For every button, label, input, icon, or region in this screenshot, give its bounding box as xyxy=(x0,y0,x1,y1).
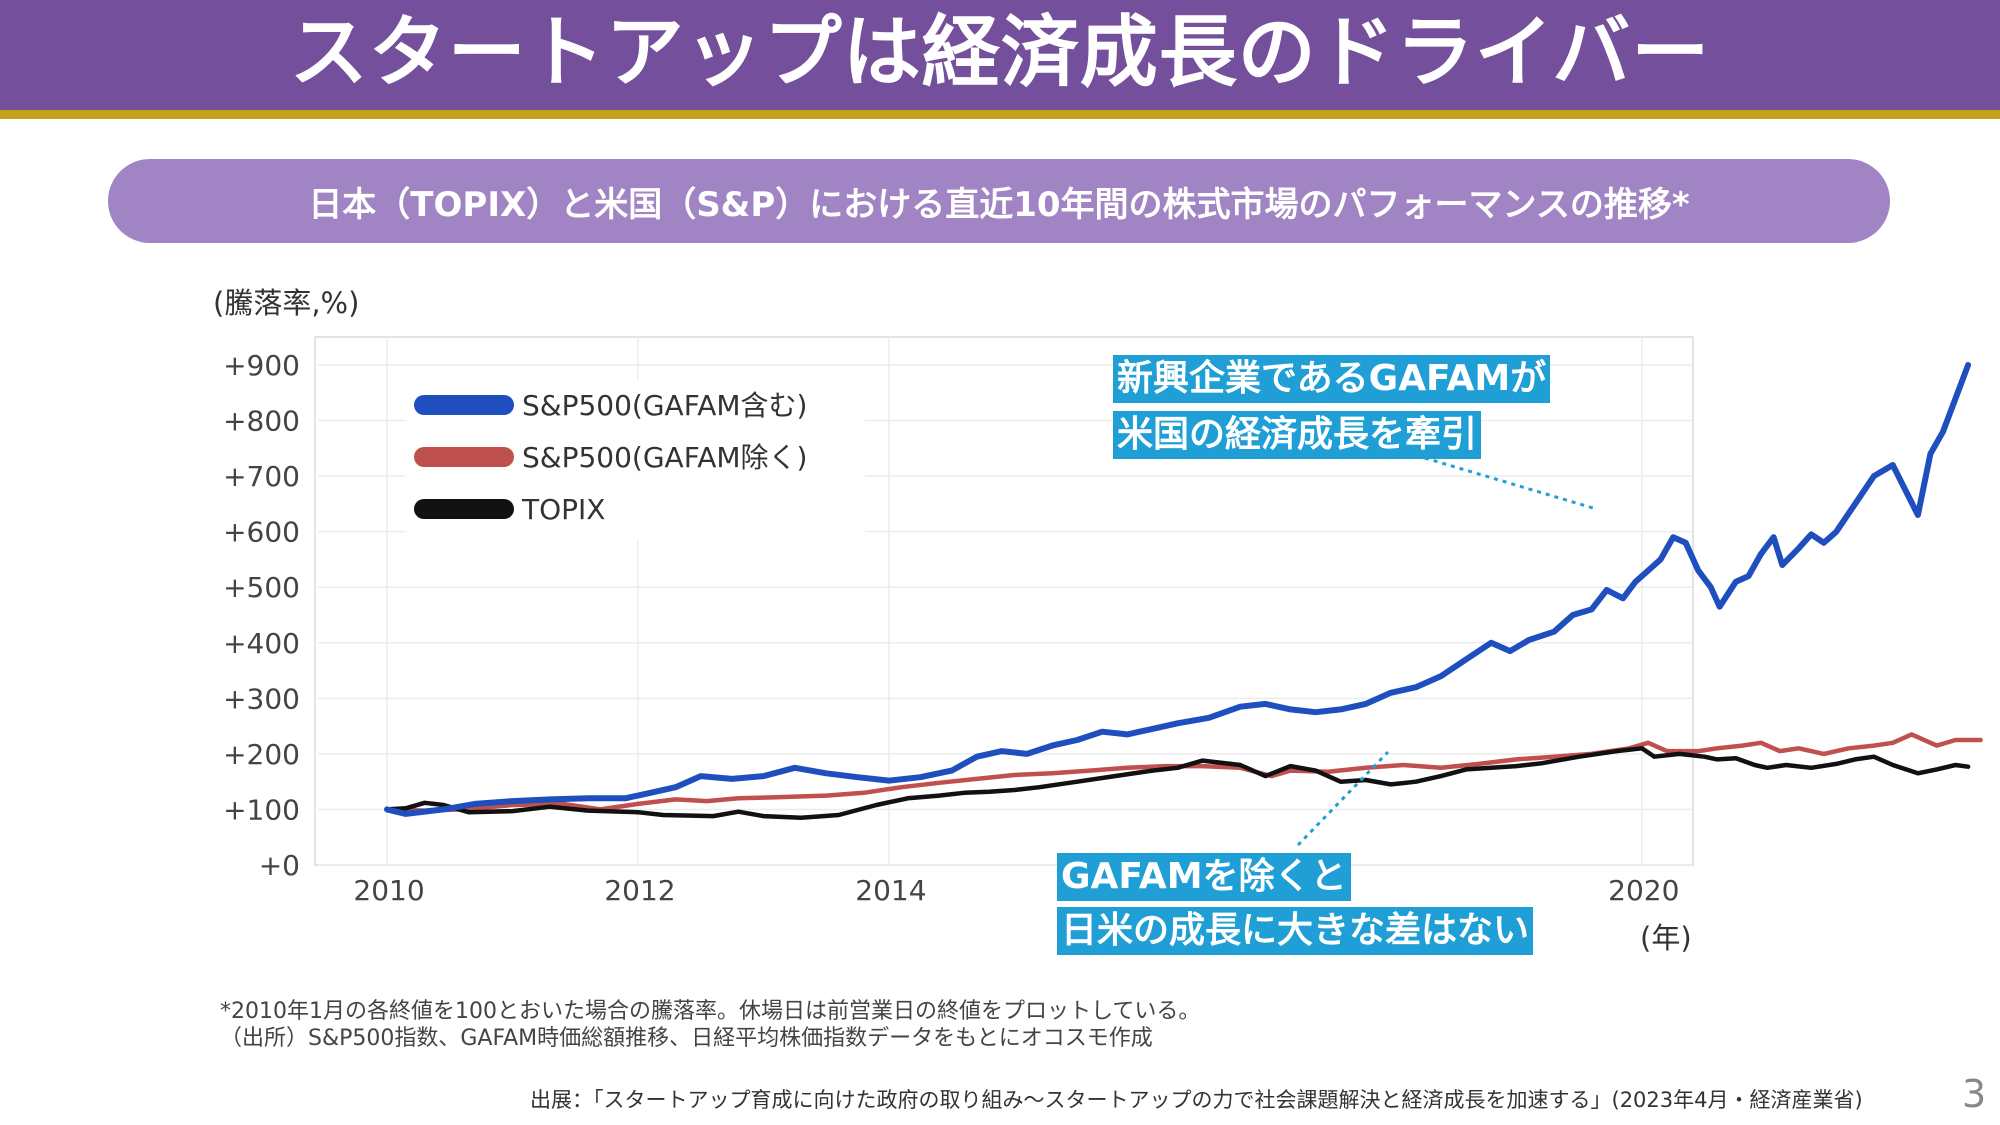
series-line-0 xyxy=(384,362,1972,817)
legend-label-0: S&P500(GAFAM含む) xyxy=(522,389,807,422)
y-axis-unit-label: (騰落率,%) xyxy=(213,286,360,320)
y-tick-label: +200 xyxy=(223,738,300,771)
x-tick-label: 2010 xyxy=(353,874,424,907)
callout-connector-gafam xyxy=(1424,456,1594,510)
y-tick-label: +100 xyxy=(223,793,300,826)
callout-excl-line2: 日米の成長に大きな差はない xyxy=(1057,907,1534,955)
footnote-2: （出所）S&P500指数、GAFAM時価総額推移、日経平均株価指数データをもとに… xyxy=(220,1026,1153,1051)
legend-label-2: TOPIX xyxy=(521,493,605,526)
header-banner: スタートアップは経済成長のドライバー xyxy=(0,0,2000,110)
page-number: 3 xyxy=(1962,1072,1987,1116)
chart-legend: S&P500(GAFAM含む) S&P500(GAFAM除く) TOPIX xyxy=(405,380,865,540)
x-tick-label: 2014 xyxy=(855,874,926,907)
callout-gafam-line1: 新興企業であるGAFAMが xyxy=(1113,355,1551,403)
y-tick-label: +600 xyxy=(223,516,300,549)
chart-subtitle: 日本（TOPIX）と米国（S&P）における直近10年間の株式市場のパフォーマンス… xyxy=(308,184,1690,225)
grid-lines xyxy=(318,337,1692,866)
legend-label-1: S&P500(GAFAM除く) xyxy=(522,441,807,474)
header-accent-bar xyxy=(0,110,2000,119)
y-tick-label: +900 xyxy=(223,349,300,382)
y-tick-label: +800 xyxy=(223,405,300,438)
y-tick-label: +300 xyxy=(223,682,300,715)
page-title: スタートアップは経済成長のドライバー xyxy=(289,8,1711,98)
callout-connector-excl xyxy=(1296,750,1390,847)
y-tick-label: +500 xyxy=(223,571,300,604)
x-tick-labels: 2010 2012 2014 2020 xyxy=(353,874,1679,907)
y-tick-labels: +0 +100 +200 +300 +400 +500 +600 +700 +800 +900 xyxy=(223,349,300,882)
chart-subtitle-pill: 日本（TOPIX）と米国（S&P）における直近10年間の株式市場のパフォーマンス… xyxy=(108,159,1890,243)
series-lines xyxy=(384,362,1983,821)
callout-gafam-line2: 米国の経済成長を牽引 xyxy=(1113,411,1482,459)
x-tick-label: 2012 xyxy=(604,874,675,907)
footnote-1: *2010年1月の各終値を100とおいた場合の騰落率。休場日は前営業日の終値をプ… xyxy=(220,999,1201,1024)
y-tick-label: +700 xyxy=(223,460,300,493)
x-tick-label: 2020 xyxy=(1608,874,1679,907)
y-tick-label: +400 xyxy=(223,627,300,660)
callout-connectors xyxy=(1296,456,1594,847)
source-citation: 出展：「スタートアップ育成に向けた政府の取り組み～スタートアップの力で社会課題解… xyxy=(530,1088,1863,1112)
y-tick-label: +0 xyxy=(259,849,300,882)
x-axis-unit-label: (年) xyxy=(1640,921,1692,955)
callout-excl-line1: GAFAMを除くと xyxy=(1057,853,1351,901)
series-line-2 xyxy=(384,746,1971,821)
